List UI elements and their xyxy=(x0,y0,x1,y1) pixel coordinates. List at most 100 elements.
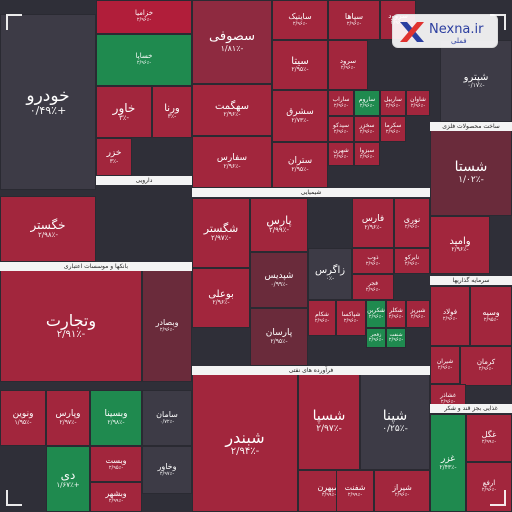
tile-symbol: ورنا xyxy=(164,103,180,115)
heatmap-tile[interactable]: سبزوا -۲/۹۶٪ xyxy=(354,142,380,166)
tile-change: -۳٪ xyxy=(118,113,130,122)
tile-symbol: ستران xyxy=(287,155,313,166)
heatmap-tile[interactable]: شسپا -۲/۹۷٪ xyxy=(298,374,360,470)
heatmap-tile[interactable]: شپاکسا -۲/۹۶٪ xyxy=(336,300,366,336)
heatmap-tile[interactable]: دی +۱/۶۷٪ xyxy=(46,446,90,512)
heatmap-tile[interactable]: سشرق -۲/۷۳٪ xyxy=(272,90,328,142)
tile-change: -۰/۲۵٪ xyxy=(382,423,408,434)
tile-change: -۲/۹۶٪ xyxy=(359,153,375,160)
tile-change: -۲/۹۶٪ xyxy=(333,128,349,135)
nexna-logo: Nexna.ir فملی xyxy=(392,14,498,48)
heatmap-tile[interactable]: ساینیک -۲/۹۶٪ xyxy=(272,0,328,40)
heatmap-tile[interactable]: شنفت -۲/۹۶٪ xyxy=(386,328,406,348)
heatmap-tile[interactable]: شکربن -۲/۹۶٪ xyxy=(366,300,386,328)
tile-change: -۱/۰۲٪ xyxy=(458,174,484,185)
heatmap-tile[interactable]: کرمان -۲/۹۶٪ xyxy=(460,346,512,386)
heatmap-tile[interactable]: شگستر -۲/۹۷٪ xyxy=(192,198,250,268)
heatmap-tile[interactable]: سیدکو -۲/۹۶٪ xyxy=(328,116,354,142)
heatmap-tile[interactable]: شبندر -۲/۹۴٪ xyxy=(192,374,298,512)
heatmap-tile[interactable]: شکلر -۲/۹۶٪ xyxy=(386,300,406,328)
tile-symbol: سشرق xyxy=(286,106,314,117)
heatmap-tile[interactable]: خزر -۳٪ xyxy=(96,138,132,176)
heatmap-tile[interactable]: ورنا -۳٪ xyxy=(152,86,192,138)
heatmap-tile[interactable]: خگستر -۲/۹۸٪ xyxy=(0,196,96,262)
heatmap-tile[interactable]: وبست -۲/۹۵٪ xyxy=(90,446,142,482)
tile-symbol: شپترو xyxy=(463,72,489,84)
tile-change: -۲/۹۶٪ xyxy=(410,102,426,109)
tile-symbol: شگستر xyxy=(203,222,239,236)
heatmap-tile[interactable]: خاور -۳٪ xyxy=(96,86,152,138)
heatmap-tile[interactable]: شیران -۲/۹۶٪ xyxy=(430,346,460,384)
heatmap-tile[interactable]: ساربیل -۲/۹۶٪ xyxy=(380,90,406,116)
tile-change: -۲/۴۳٪ xyxy=(439,463,457,471)
heatmap-tile[interactable]: وبصادر -۲/۹۶٪ xyxy=(142,270,192,382)
heatmap-tile[interactable]: سصوفی -۱/۸۱٪ xyxy=(192,0,272,84)
heatmap-tile[interactable]: وبشهر -۲/۹۹٪ xyxy=(90,482,142,512)
heatmap-tile[interactable]: ذوب -۲/۹۶٪ xyxy=(352,248,394,274)
heatmap-tile[interactable]: ستران -۲/۹۵٪ xyxy=(272,142,328,188)
tile-symbol: خزر xyxy=(106,147,122,158)
tile-symbol: شپاکسا xyxy=(341,310,361,318)
heatmap-tile[interactable]: سفارس -۲/۹۶٪ xyxy=(192,136,272,188)
heatmap-tile[interactable]: سامان -۰/۷۲٪ xyxy=(142,390,192,446)
heatmap-tile[interactable]: سپاها -۲/۹۶٪ xyxy=(328,0,380,40)
heatmap-tile[interactable]: پارس -۲/۹۹٪ xyxy=(250,198,308,252)
heatmap-tile[interactable]: سرود -۲/۹۶٪ xyxy=(328,40,368,90)
heatmap-tile[interactable]: سهگمت -۲/۹۶٪ xyxy=(192,84,272,136)
heatmap-tile[interactable]: نوری -۲/۹۶٪ xyxy=(394,198,430,248)
tile-symbol: شنفت xyxy=(389,331,403,338)
heatmap-tile[interactable]: خزامیا -۲/۹۶٪ xyxy=(96,0,192,34)
tile-change: -۲/۹۶٪ xyxy=(159,326,175,333)
heatmap-tile[interactable]: فجر -۲/۹۶٪ xyxy=(352,274,394,300)
tile-symbol: پارسان xyxy=(265,327,293,338)
heatmap-tile[interactable]: شپنا -۰/۲۵٪ xyxy=(360,374,430,470)
tile-symbol: شیران xyxy=(436,357,454,365)
heatmap-tile[interactable]: خساپا -۲/۹۶٪ xyxy=(96,34,192,86)
heatmap-tile[interactable]: غزر -۲/۴۳٪ xyxy=(430,414,466,512)
tile-change: -۲/۹۶٪ xyxy=(212,299,230,307)
tile-symbol: کرمان xyxy=(476,358,496,367)
heatmap-tile[interactable]: زفجر -۲/۹۶٪ xyxy=(366,328,386,348)
heatmap-tile[interactable]: زاگرس -۰٪ xyxy=(308,248,352,300)
heatmap-tile[interactable]: وبسینا -۲/۹۸٪ xyxy=(90,390,142,446)
tile-symbol: شپنا xyxy=(382,408,408,425)
heatmap-tile[interactable]: شاوان -۲/۹۶٪ xyxy=(406,90,430,116)
heatmap-tile[interactable]: شستا -۱/۰۲٪ xyxy=(430,130,512,216)
heatmap-tile[interactable]: شهرن -۲/۹۶٪ xyxy=(328,142,354,166)
heatmap-tile[interactable]: وپارس -۲/۹۷٪ xyxy=(46,390,90,446)
heatmap-tile[interactable]: شفنت -۲/۹۹٪ xyxy=(336,470,374,512)
heatmap-tile[interactable]: سکرما -۲/۹۶٪ xyxy=(380,116,406,142)
heatmap-tile[interactable]: ونوین -۱/۹۵٪ xyxy=(0,390,46,446)
heatmap-tile[interactable]: سخزر -۲/۹۶٪ xyxy=(354,116,380,142)
heatmap-tile[interactable]: شبریز -۲/۹۶٪ xyxy=(406,300,430,328)
heatmap-tile[interactable]: شکام -۲/۹۶٪ xyxy=(308,300,336,336)
heatmap-tile[interactable]: ساروم -۲/۹۶٪ xyxy=(354,90,380,116)
heatmap-tile[interactable]: فولاد -۲/۹۶٪ xyxy=(430,286,470,346)
tile-symbol: غشاذر xyxy=(440,391,456,399)
tile-change: -۲/۹۹٪ xyxy=(108,497,124,504)
heatmap-tile[interactable]: فارس -۲/۹۶٪ xyxy=(352,198,394,248)
heatmap-tile[interactable]: پارسان -۲/۹۵٪ xyxy=(250,308,308,366)
heatmap-tile[interactable]: وتجارت -۲/۹۱٪ xyxy=(0,270,142,382)
tile-change: -۲/۹۶٪ xyxy=(292,20,308,27)
heatmap-tile[interactable]: وامید -۲/۹۶٪ xyxy=(430,216,490,274)
tile-symbol: ساروم xyxy=(358,95,376,103)
heatmap-tile[interactable]: وخاور -۲/۹۷٪ xyxy=(142,446,192,494)
heatmap-tile[interactable]: نایرکو -۲/۹۶٪ xyxy=(394,248,430,274)
heatmap-tile[interactable]: وسپه -۲/۹۵٪ xyxy=(470,286,512,346)
heatmap-tile[interactable]: شیراز -۲/۹۶٪ xyxy=(374,470,430,512)
heatmap-tile[interactable]: خودرو +۰/۴۹٪ xyxy=(0,14,96,190)
heatmap-tile[interactable]: غگل -۲/۹۹٪ xyxy=(466,414,512,462)
sector-header: غذایی بجز قند و شکر xyxy=(430,404,512,413)
tile-symbol: سبزوا xyxy=(359,146,375,154)
crop-corner-bottom-left xyxy=(6,490,22,506)
sector-header: دارویی xyxy=(96,176,192,185)
heatmap-tile[interactable]: بوعلی -۲/۹۶٪ xyxy=(192,268,250,328)
tile-symbol: نوری xyxy=(403,214,421,224)
heatmap-tile[interactable]: سیتا -۲/۹۵٪ xyxy=(272,40,328,90)
heatmap-tile[interactable]: ساراب -۲/۹۶٪ xyxy=(328,90,354,116)
logo-brand-text: Nexna.ir xyxy=(429,22,484,37)
heatmap-tile[interactable]: شپترو -۰/۱۷٪ xyxy=(440,40,512,122)
heatmap-tile[interactable]: شپدیس -۰/۹۹٪ xyxy=(250,252,308,308)
tile-change: -۲/۹۶٪ xyxy=(333,102,349,109)
